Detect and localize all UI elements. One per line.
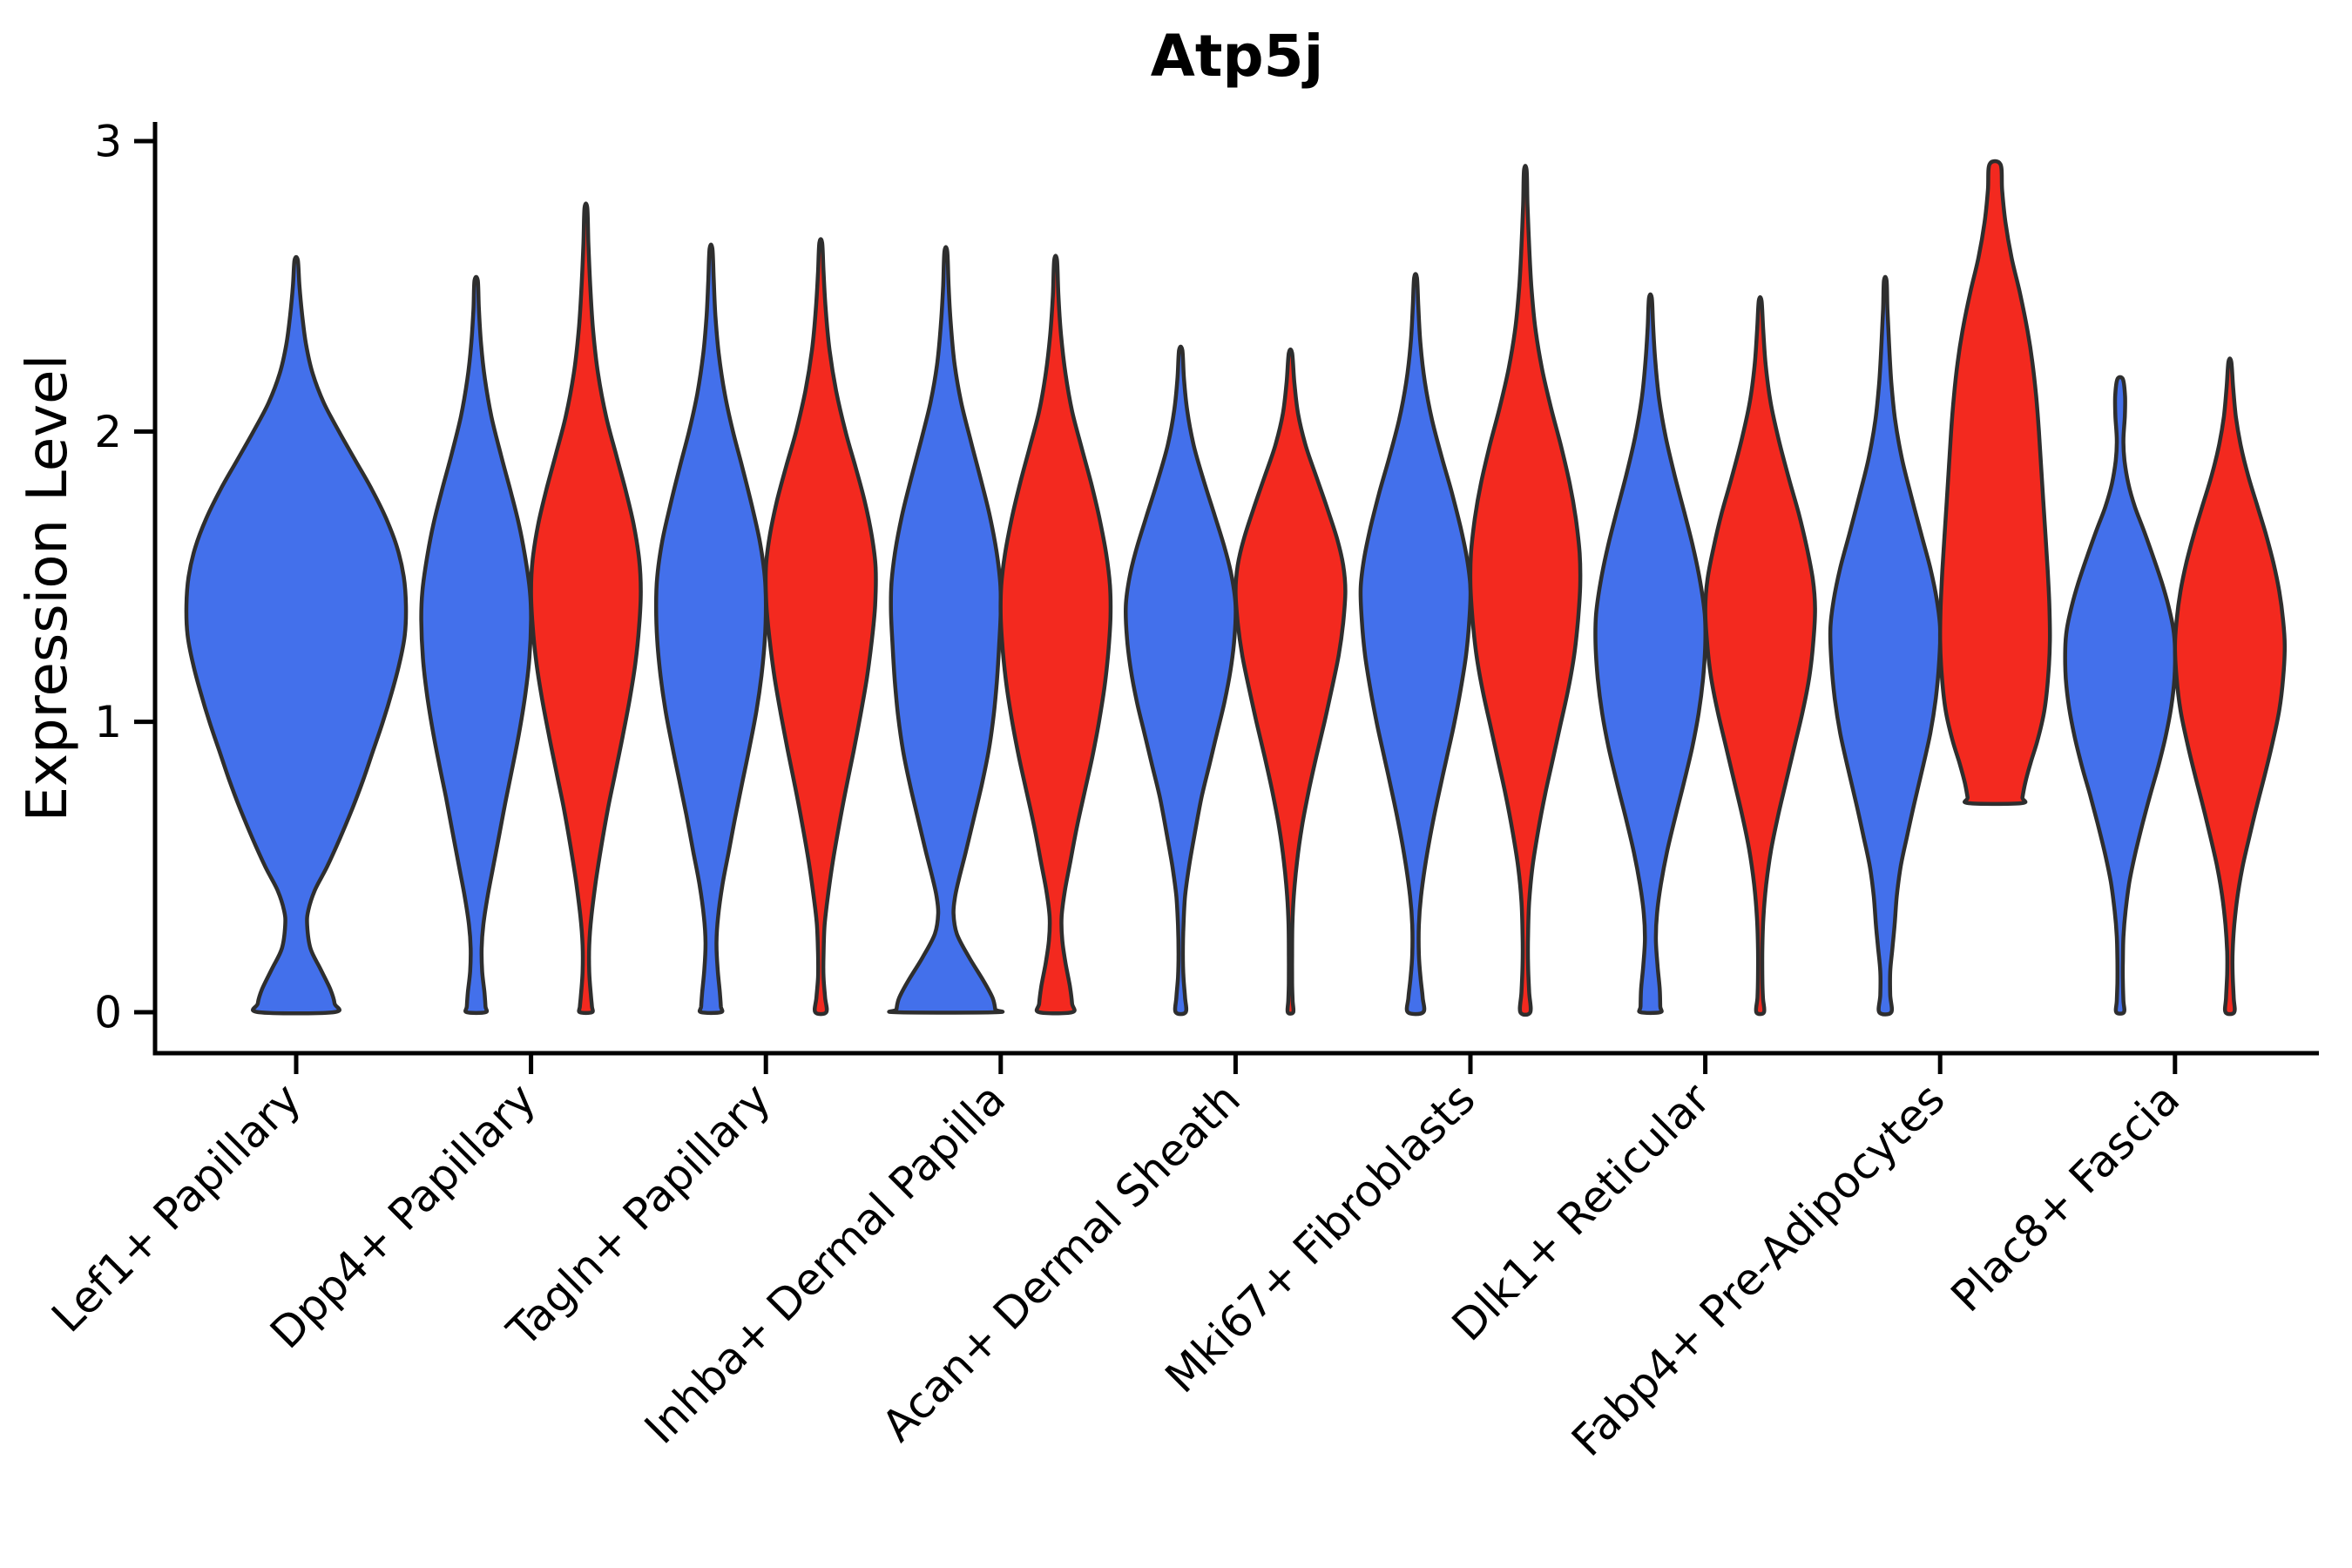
violin-inhba-dermal-papilla-blue xyxy=(887,245,1005,1015)
violin-tagln-papillary-red xyxy=(763,237,878,1017)
x-tick-label-dlk1-reticular: Dlk1+ Reticular xyxy=(1443,1073,1720,1350)
violin-dlk1-reticular-red xyxy=(1703,294,1817,1017)
y-tick-label: 2 xyxy=(94,407,122,457)
chart-title: Atp5j xyxy=(1150,23,1324,90)
x-tick-label-fabp4-pre-adipocytes: Fabp4+ Pre-Adipocytes xyxy=(1562,1073,1955,1466)
violin-fabp4-pre-adipocytes-blue xyxy=(1828,274,1943,1017)
violin-tagln-papillary-blue xyxy=(653,242,768,1016)
violin-inhba-dermal-papilla-red xyxy=(998,253,1113,1016)
violin-dlk1-reticular-blue xyxy=(1593,292,1708,1016)
y-tick-label: 1 xyxy=(94,697,122,747)
violin-plac8-fascia-blue xyxy=(2063,375,2178,1016)
x-tick-label-plac8-fascia: Plac8+ Fascia xyxy=(1942,1073,2190,1321)
violin-acan-dermal-sheath-blue xyxy=(1124,344,1238,1017)
x-tick-label-lef1-papillary: Lef1+ Papillary xyxy=(42,1073,310,1342)
violin-mki67-fibroblasts-red xyxy=(1468,164,1583,1017)
violin-lef1-papillary-blue xyxy=(184,254,409,1016)
violin-dpp4-papillary-blue xyxy=(419,274,533,1016)
violin-plac8-fascia-red xyxy=(2173,356,2288,1017)
violin-mki67-fibroblasts-blue xyxy=(1358,272,1473,1017)
violin-acan-dermal-sheath-red xyxy=(1233,347,1348,1016)
violin-fabp4-pre-adipocytes-red xyxy=(1937,159,2052,807)
y-axis-label: Expression Level xyxy=(16,354,80,822)
y-tick-label: 0 xyxy=(94,988,122,1038)
violin-dpp4-papillary-red xyxy=(529,201,643,1016)
y-tick-label: 3 xyxy=(94,117,122,167)
